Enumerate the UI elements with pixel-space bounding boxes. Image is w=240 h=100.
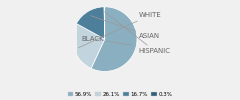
Text: HISPANIC: HISPANIC <box>104 12 171 54</box>
Legend: 56.9%, 26.1%, 16.7%, 0.3%: 56.9%, 26.1%, 16.7%, 0.3% <box>67 91 173 97</box>
Wedge shape <box>72 24 105 68</box>
Wedge shape <box>76 7 105 39</box>
Text: ASIAN: ASIAN <box>90 16 160 39</box>
Wedge shape <box>91 7 137 71</box>
Text: WHITE: WHITE <box>79 12 162 48</box>
Wedge shape <box>104 7 105 39</box>
Text: BLACK: BLACK <box>81 36 132 45</box>
